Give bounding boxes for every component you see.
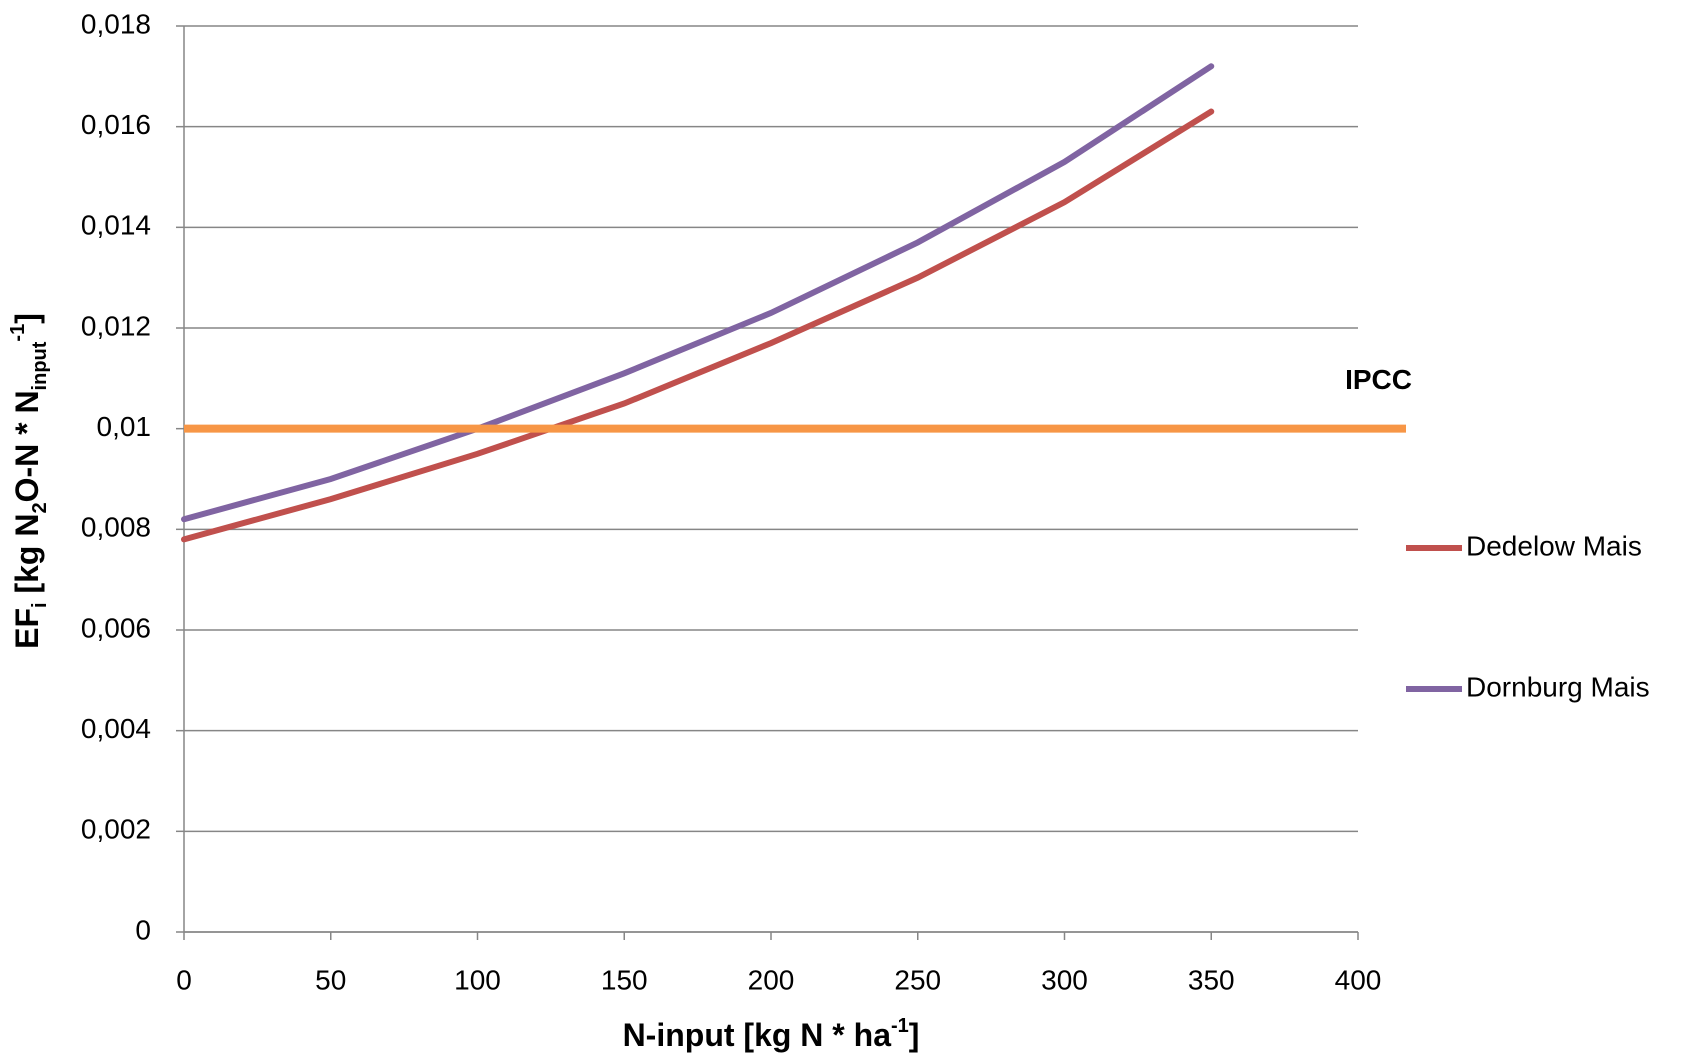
y-tick-label: 0,018 (81, 8, 151, 39)
y-tick-label: 0,012 (81, 310, 151, 341)
x-tick-label: 400 (1335, 964, 1382, 995)
x-tick-label: 50 (315, 964, 346, 995)
y-title-part: ] (9, 313, 45, 324)
y-tick-label: 0,002 (81, 814, 151, 845)
y-tick-label: 0,014 (81, 210, 151, 241)
y-title-part: O-N * N (9, 390, 45, 502)
y-title-part: EF (9, 608, 45, 649)
y-title-sup: -1 (7, 324, 29, 342)
x-tick-label: 100 (454, 964, 501, 995)
x-axis-title: N-input [kg N * ha-1] (623, 1015, 920, 1053)
data-line (181, 63, 1215, 523)
x-tick-label: 300 (1041, 964, 1088, 995)
x-title-part: N-input [kg N * ha (623, 1017, 892, 1053)
x-tick-label: 250 (894, 964, 941, 995)
y-axis-title: EFi [kg N2O-N * Ninput-1] (7, 313, 51, 649)
x-tick-label: 0 (176, 964, 192, 995)
y-title-part: [kg N (9, 514, 45, 603)
y-tick-label: 0,004 (81, 713, 151, 744)
y-tick-label: 0 (135, 914, 151, 945)
x-title-sup: -1 (891, 1015, 909, 1037)
legend-label: Dornburg Mais (1466, 671, 1650, 702)
y-title-sub: i (29, 602, 51, 608)
data-line (181, 108, 1215, 543)
legend-label: Dedelow Mais (1466, 530, 1642, 561)
y-tick-label: 0,008 (81, 512, 151, 543)
reference-label: IPCC (1345, 364, 1412, 395)
x-tick-label: 200 (748, 964, 795, 995)
y-tick-label: 0,016 (81, 109, 151, 140)
y-title-sub: input (29, 341, 51, 390)
x-title-part: ] (909, 1017, 920, 1053)
y-tick-label: 0,01 (97, 411, 152, 442)
x-tick-label: 150 (601, 964, 648, 995)
y-tick-label: 0,006 (81, 612, 151, 643)
x-tick-label: 350 (1188, 964, 1235, 995)
y-title-sub: 2 (29, 502, 51, 513)
